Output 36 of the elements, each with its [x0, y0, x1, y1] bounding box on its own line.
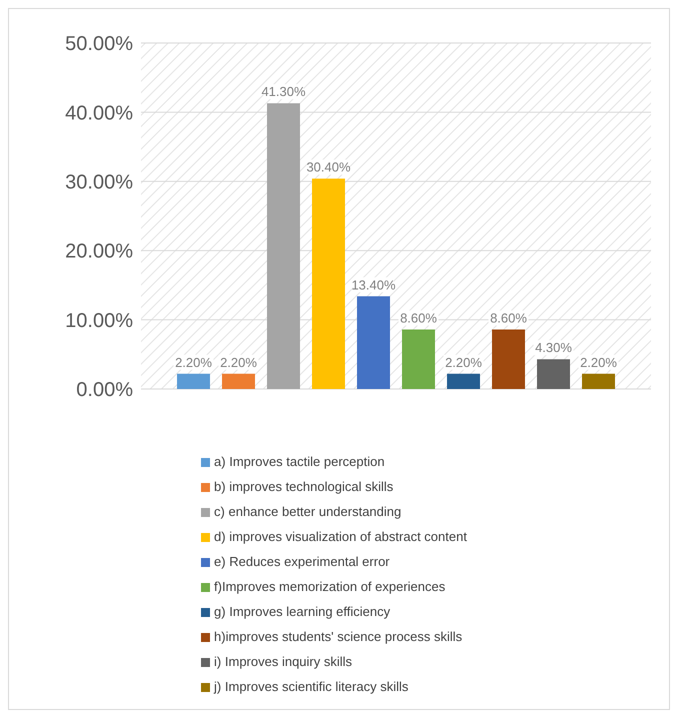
bar — [582, 374, 615, 389]
bar — [177, 374, 210, 389]
bar — [402, 329, 435, 389]
data-label: 30.40% — [306, 160, 351, 175]
y-tick-label: 40.00% — [65, 102, 134, 124]
bar — [267, 103, 300, 389]
y-tick-label: 20.00% — [65, 240, 134, 263]
bar — [222, 374, 255, 389]
data-label: 13.40% — [351, 277, 396, 292]
data-label: 8.60% — [490, 310, 528, 326]
y-tick-label: 10.00% — [65, 310, 134, 332]
legend-label: h)improves students' science process skills — [214, 629, 462, 644]
data-label: 2.20% — [445, 354, 482, 370]
legend-label: e) Reduces experimental error — [214, 554, 390, 569]
bar — [492, 329, 525, 389]
y-tick-label: 0.00% — [76, 379, 134, 402]
data-label: 41.30% — [261, 84, 306, 100]
legend-label: a) Improves tactile perception — [214, 454, 385, 469]
legend-label: i) Improves inquiry skills — [214, 654, 352, 669]
data-label: 8.60% — [400, 310, 438, 326]
legend-label: d) improves visualization of abstract content — [214, 529, 467, 544]
bar — [312, 178, 345, 389]
legend-label: f)Improves memorization of experiences — [214, 579, 446, 594]
y-tick-label: 50.00% — [65, 33, 134, 56]
data-label: 2.20% — [580, 354, 618, 370]
legend-label: c) enhance better understanding — [214, 504, 402, 519]
data-label: 2.20% — [220, 354, 258, 370]
y-tick-label: 30.00% — [65, 172, 134, 194]
legend-label: j) Improves scientific literacy skills — [214, 679, 408, 694]
bar — [447, 374, 480, 389]
legend-label: g) Improves learning efficiency — [214, 604, 390, 619]
legend-label: b) improves technological skills — [214, 479, 394, 494]
data-label: 4.30% — [535, 340, 572, 356]
data-label: 2.20% — [175, 354, 212, 370]
bar — [537, 359, 570, 389]
bar — [357, 296, 390, 389]
